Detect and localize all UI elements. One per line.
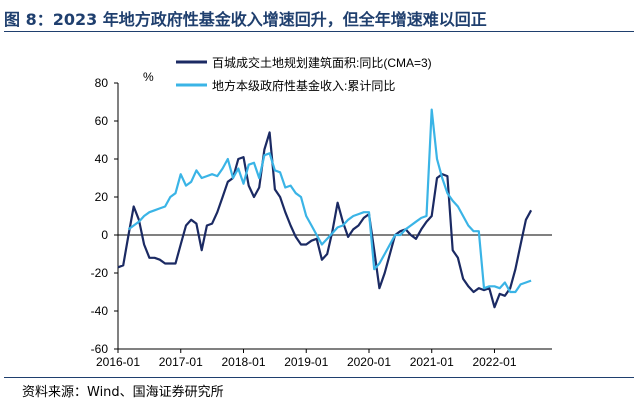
footer-rule bbox=[4, 377, 634, 378]
y-tick-label: 0 bbox=[101, 228, 108, 242]
series-line-2 bbox=[127, 108, 532, 294]
title-rule bbox=[4, 31, 634, 32]
x-tick-label: 2018-01 bbox=[221, 355, 265, 369]
x-tick-label: 2022-01 bbox=[472, 355, 516, 369]
series-line-1 bbox=[117, 131, 533, 309]
x-tick-label: 2020-01 bbox=[347, 355, 391, 369]
y-tick-label: -20 bbox=[91, 266, 109, 280]
y-tick-label: 40 bbox=[95, 152, 109, 166]
x-tick-label: 2021-01 bbox=[410, 355, 454, 369]
x-tick-label: 2019-01 bbox=[284, 355, 328, 369]
x-tick-label: 2016-01 bbox=[96, 355, 140, 369]
y-tick-label: 60 bbox=[95, 114, 109, 128]
chart-legend: 百城成交土地规划建筑面积:同比(CMA=3) 地方本级政府性基金收入:累计同比 bbox=[176, 55, 432, 93]
y-unit-label: % bbox=[143, 70, 154, 84]
y-tick-label: -40 bbox=[91, 304, 109, 318]
source-note: 资料来源：Wind、国海证券研究所 bbox=[22, 385, 224, 400]
x-tick-label: 2017-01 bbox=[159, 355, 203, 369]
legend-label-2: 地方本级政府性基金收入:累计同比 bbox=[212, 78, 395, 93]
y-tick-label: 80 bbox=[95, 76, 109, 90]
figure-title: 图 8：2023 年地方政府性基金收入增速回升，但全年增速难以回正 bbox=[4, 10, 487, 29]
legend-label-1: 百城成交土地规划建筑面积:同比(CMA=3) bbox=[212, 55, 432, 70]
y-tick-label: 20 bbox=[95, 190, 109, 204]
y-tick-label: -60 bbox=[91, 342, 109, 356]
